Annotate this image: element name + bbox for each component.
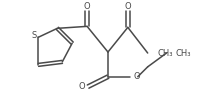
Text: O: O bbox=[84, 2, 90, 11]
Text: CH₃: CH₃ bbox=[158, 49, 173, 58]
Text: S: S bbox=[32, 31, 37, 40]
Text: O: O bbox=[79, 82, 85, 91]
Text: O: O bbox=[134, 72, 140, 81]
Text: CH₃: CH₃ bbox=[175, 49, 191, 58]
Text: O: O bbox=[124, 2, 131, 11]
